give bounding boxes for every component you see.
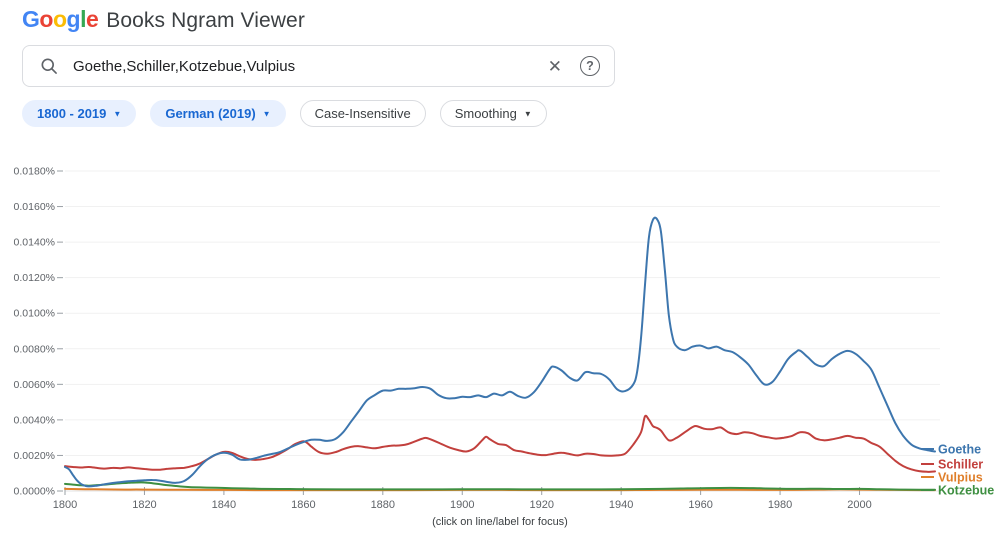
y-tick-label: 0.0180% [14,166,55,178]
app-title: Books Ngram Viewer [106,9,305,32]
search-bar: ✕ ? [22,45,615,87]
google-logo: Google [22,6,99,33]
legend-label-schiller[interactable]: Schiller [938,458,983,472]
chart-caption: (click on line/label for focus) [432,516,568,528]
chip-corpus-label: German (2019) [165,106,256,121]
chip-smoothing[interactable]: Smoothing ▼ [439,100,547,127]
series-line-kotzebue[interactable] [64,481,936,491]
header: Google Books Ngram Viewer [22,6,305,34]
y-tick-label: 0.0020% [14,450,55,462]
x-tick-label: 1860 [291,499,315,511]
y-tick-label: 0.0060% [14,379,55,391]
x-tick-label: 1960 [688,499,712,511]
x-tick-label: 1820 [132,499,156,511]
logo-letter: G [22,6,40,32]
legend-label-vulpius[interactable]: Vulpius [938,471,983,485]
clear-search-button[interactable]: ✕ [538,58,572,75]
chip-year-range[interactable]: 1800 - 2019 ▼ [22,100,137,127]
logo-letter: g [66,6,81,32]
help-icon: ? [580,56,600,76]
help-button[interactable]: ? [580,56,600,76]
y-tick-label: 0.0140% [14,237,55,249]
y-tick-label: 0.0100% [14,308,55,320]
chip-case-label: Case-Insensitive [314,106,411,121]
y-tick-label: 0.0000% [14,486,55,498]
series-line-schiller[interactable] [64,414,936,473]
chip-case-sensitivity[interactable]: Case-Insensitive [299,100,426,127]
logo-letter: o [39,6,53,32]
y-tick-label: 0.0120% [14,272,55,284]
y-tick-label: 0.0040% [14,414,55,426]
x-tick-label: 1800 [53,499,77,511]
legend-label-kotzebue[interactable]: Kotzebue [938,484,994,498]
chevron-down-icon: ▼ [262,109,271,119]
search-icon [41,58,57,74]
y-tick-label: 0.0080% [14,343,55,355]
x-tick-label: 1880 [371,499,395,511]
series-line-goethe[interactable] [64,216,936,488]
filter-chips: 1800 - 2019 ▼ German (2019) ▼ Case-Insen… [22,100,547,127]
chip-smoothing-label: Smoothing [454,106,517,121]
x-tick-label: 1840 [212,499,236,511]
chevron-down-icon: ▼ [523,109,532,119]
x-tick-label: 1980 [768,499,792,511]
x-tick-label: 2000 [847,499,871,511]
chip-year-range-label: 1800 - 2019 [37,106,107,121]
logo-letter: e [85,6,99,32]
y-tick-label: 0.0160% [14,201,55,213]
x-tick-label: 1900 [450,499,474,511]
logo-letter: o [52,6,67,32]
chevron-down-icon: ▼ [113,109,122,119]
logo-letter: l [80,6,86,32]
chip-corpus[interactable]: German (2019) ▼ [150,100,286,127]
x-tick-label: 1920 [529,499,553,511]
search-input[interactable] [73,57,538,75]
legend-label-goethe[interactable]: Goethe [938,443,981,457]
close-icon: ✕ [547,56,562,76]
x-tick-label: 1940 [609,499,633,511]
